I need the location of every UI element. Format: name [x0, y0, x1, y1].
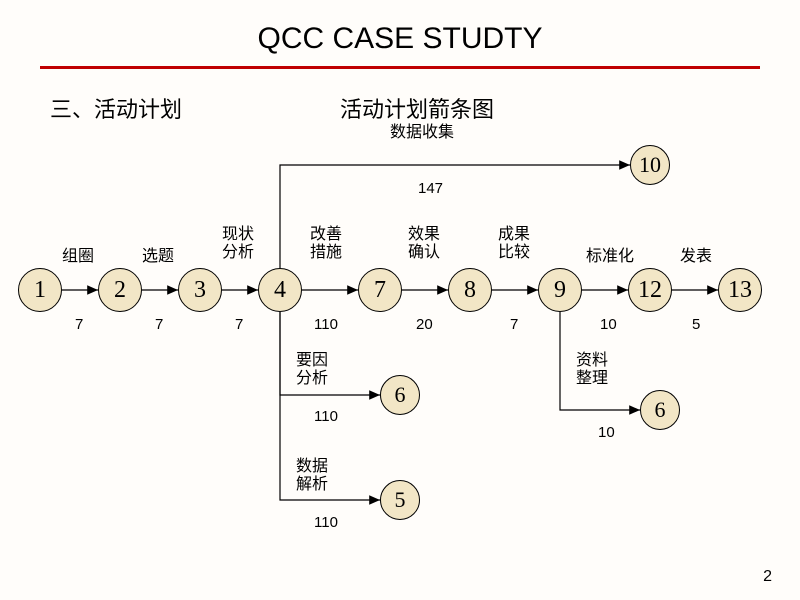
- duration-label: 5: [692, 316, 700, 333]
- node-n10: 10: [630, 145, 670, 185]
- activity-label: 标准化: [586, 248, 634, 266]
- node-n9: 9: [538, 268, 582, 312]
- page-number: 2: [763, 568, 772, 586]
- node-n6b: 6: [640, 390, 680, 430]
- node-n13: 13: [718, 268, 762, 312]
- node-n12: 12: [628, 268, 672, 312]
- duration-label: 110: [314, 514, 338, 531]
- activity-label: 效果 确认: [408, 226, 440, 263]
- activity-label: 现状 分析: [222, 226, 254, 263]
- activity-label: 成果 比较: [498, 226, 530, 263]
- duration-label: 7: [510, 316, 518, 333]
- node-n1: 1: [18, 268, 62, 312]
- node-n4: 4: [258, 268, 302, 312]
- duration-label: 147: [418, 180, 443, 197]
- activity-label: 要因 分析: [296, 352, 328, 389]
- duration-label: 10: [598, 424, 615, 441]
- activity-label: 数据收集: [390, 124, 454, 142]
- activity-label: 资料 整理: [576, 352, 608, 389]
- activity-label: 组圈: [62, 248, 94, 266]
- edge: [280, 312, 380, 500]
- node-n3: 3: [178, 268, 222, 312]
- duration-label: 110: [314, 316, 338, 333]
- duration-label: 20: [416, 316, 433, 333]
- activity-label: 数据 解析: [296, 458, 328, 495]
- duration-label: 7: [75, 316, 83, 333]
- node-n6a: 6: [380, 375, 420, 415]
- node-n2: 2: [98, 268, 142, 312]
- activity-label: 选题: [142, 248, 174, 266]
- node-n8: 8: [448, 268, 492, 312]
- activity-label: 改善 措施: [310, 226, 342, 263]
- duration-label: 110: [314, 408, 338, 425]
- activity-label: 发表: [680, 248, 712, 266]
- duration-label: 7: [155, 316, 163, 333]
- duration-label: 7: [235, 316, 243, 333]
- duration-label: 10: [600, 316, 617, 333]
- node-n5: 5: [380, 480, 420, 520]
- node-n7: 7: [358, 268, 402, 312]
